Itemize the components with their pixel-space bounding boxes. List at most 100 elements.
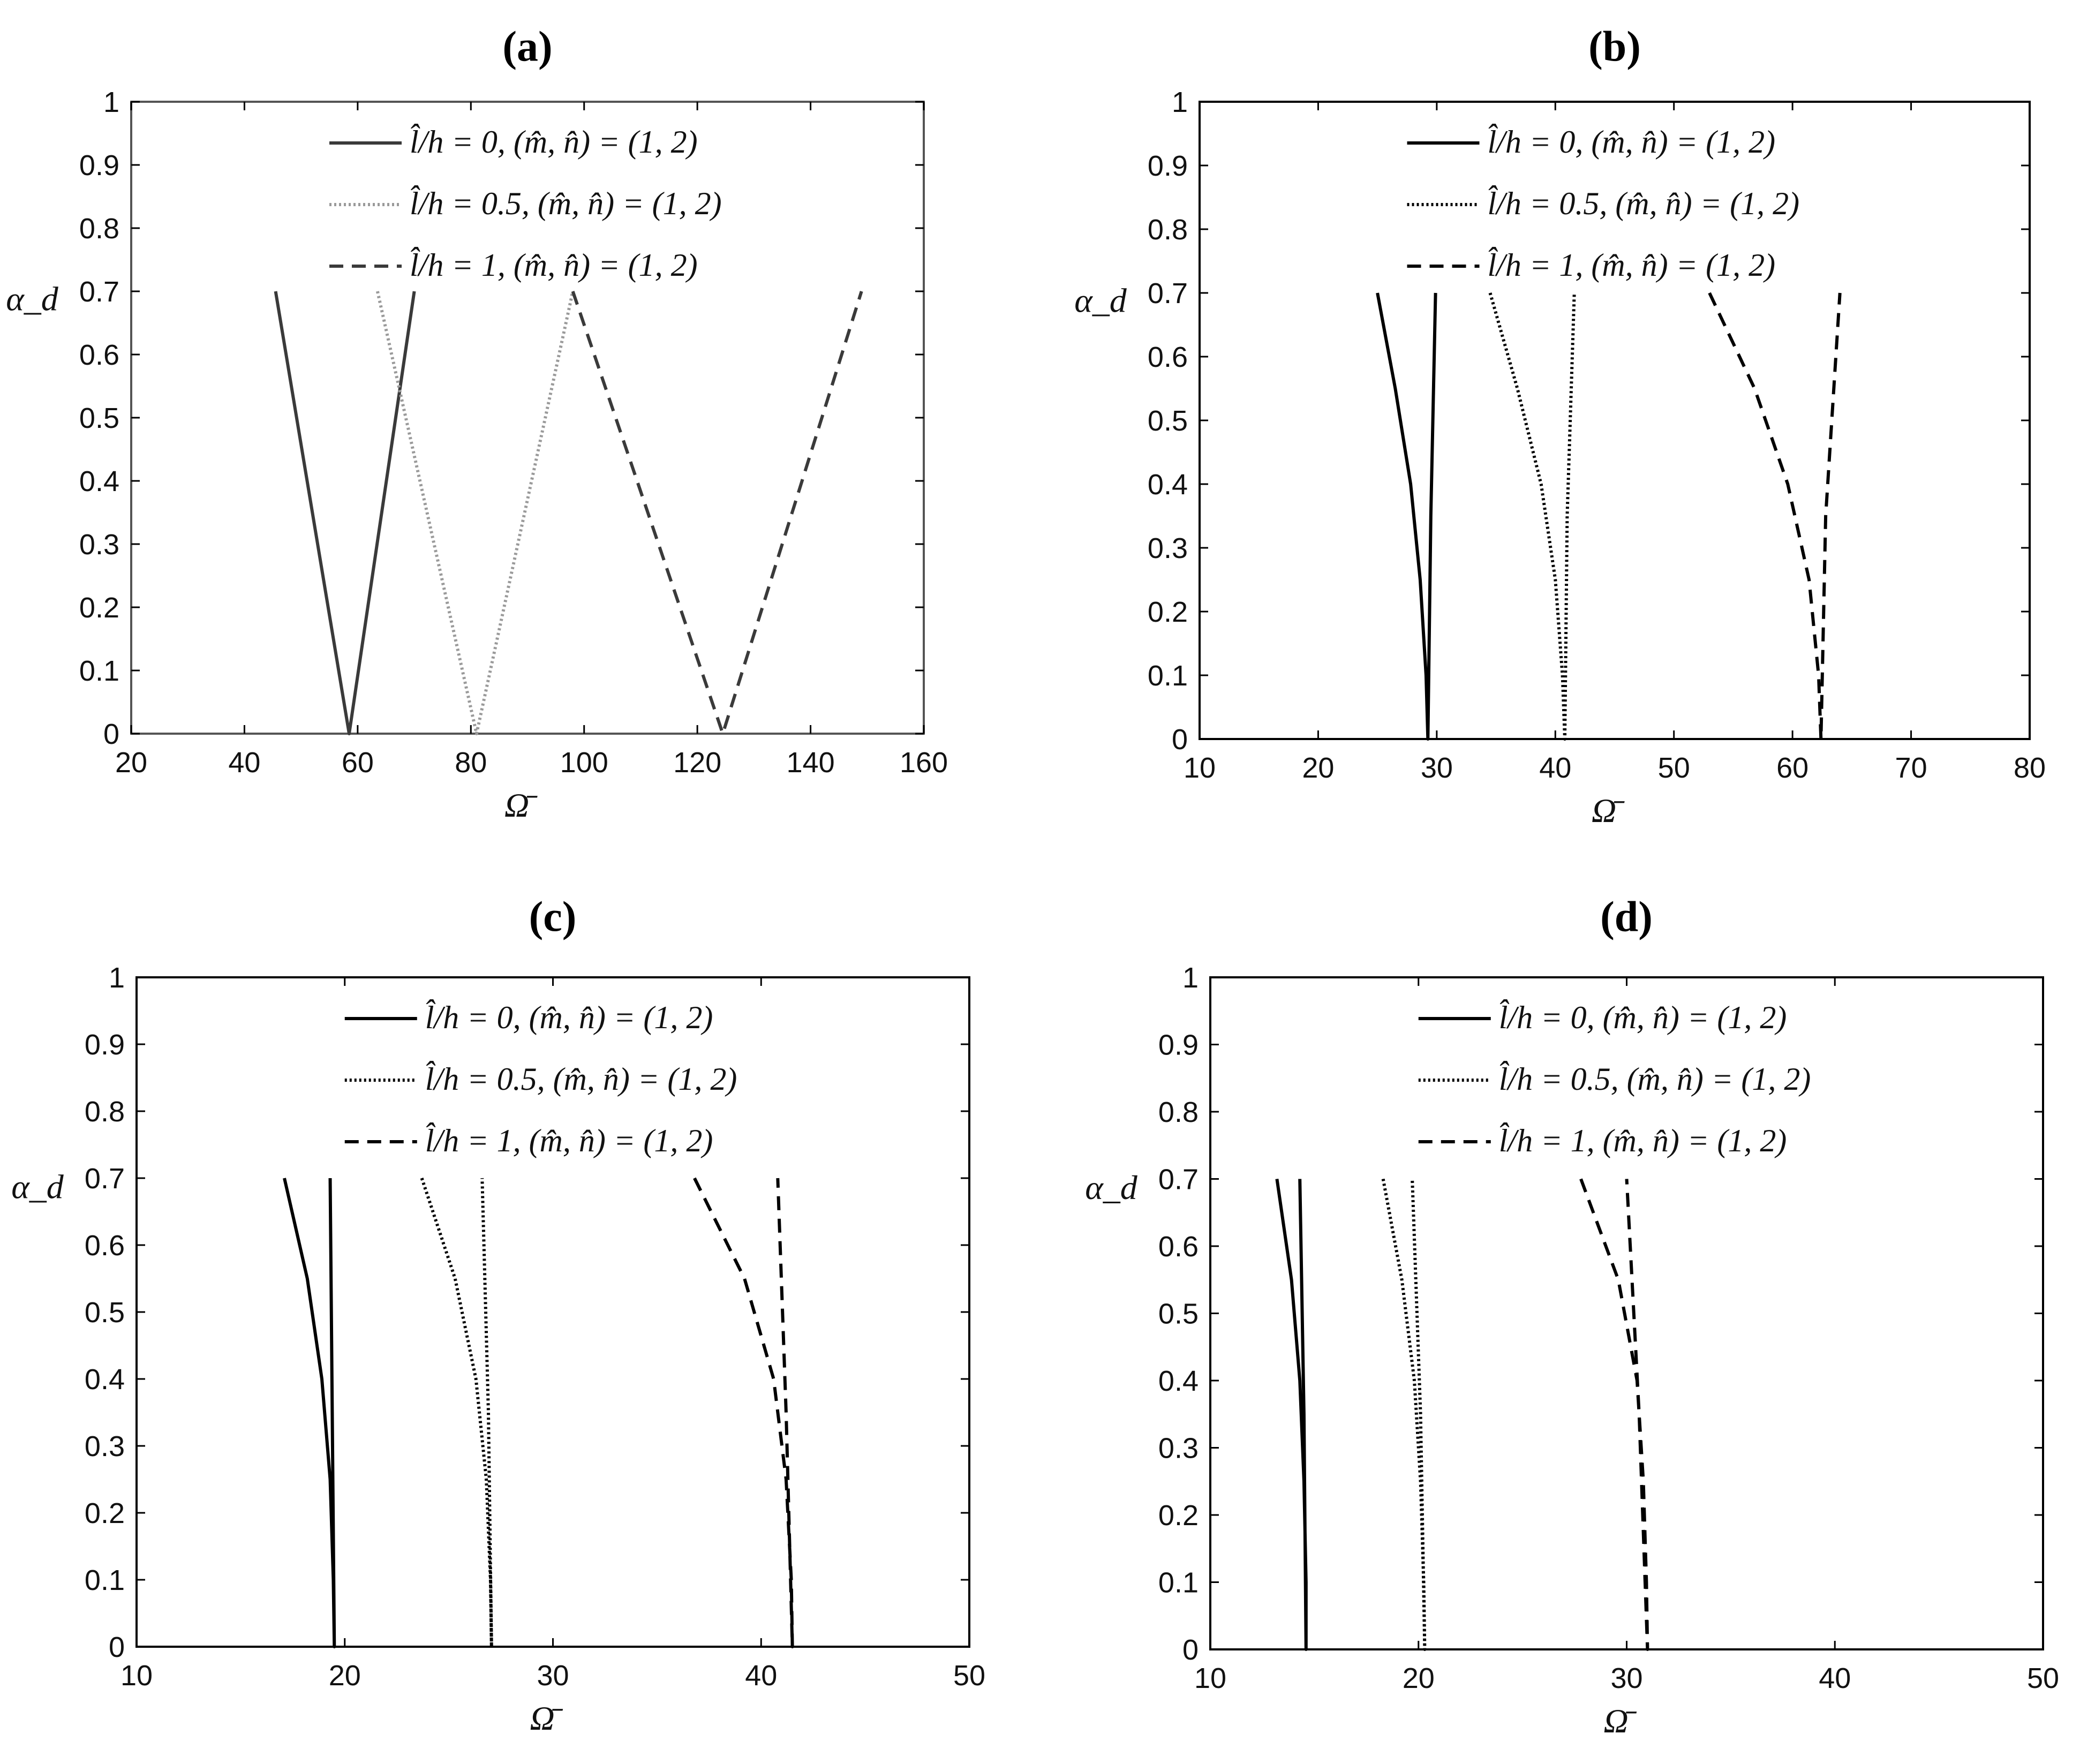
y-tick-label: 0.3	[79, 529, 119, 561]
y-tick-label: 0.2	[85, 1497, 125, 1529]
series-line-3	[1579, 1178, 1649, 1651]
y-tick-label: 0.7	[85, 1163, 125, 1195]
y-tick-label: 0	[103, 718, 119, 750]
y-tick-label: 0.3	[1158, 1433, 1199, 1465]
y-tick-label: 0.1	[1148, 660, 1188, 692]
chart-panel-a: (a) 20 40 60 80 100 120 140 160 0 0.1 0.2 0.3 0.4 0.5 0…	[6, 23, 948, 824]
y-tick-label: 0	[1172, 723, 1188, 756]
x-tick-label: 20	[1403, 1662, 1435, 1694]
y-tick-label: 0.4	[79, 465, 119, 497]
y-tick-label: 1	[1172, 86, 1188, 118]
x-tick-label: 30	[1610, 1662, 1642, 1694]
y-tick-label: 1	[1182, 962, 1199, 994]
x-tick-label: 10	[120, 1660, 153, 1692]
legend-entry-1: l̂/h = 0, (m̂, n̂) = (1, 2)	[425, 1000, 713, 1035]
x-tick-label: 160	[900, 747, 948, 779]
y-tick-label: 0.6	[79, 339, 119, 371]
legend-entry-2: l̂/h = 0.5, (m̂, n̂) = (1, 2)	[1488, 186, 1800, 221]
x-tick-label: 10	[1194, 1662, 1226, 1694]
y-tick-label: 0.6	[1148, 341, 1188, 373]
legend-entry-1: l̂/h = 0, (m̂, n̂) = (1, 2)	[1488, 124, 1776, 160]
legend-entry-3: l̂/h = 1, (m̂, n̂) = (1, 2)	[425, 1123, 713, 1158]
series-line-3	[693, 1177, 794, 1648]
y-axis-label: α_d	[1085, 1169, 1138, 1207]
x-tick-label: 60	[1776, 752, 1808, 784]
legend-entry-2: l̂/h = 0.5, (m̂, n̂) = (1, 2)	[410, 186, 722, 221]
x-tick-label: 20	[329, 1660, 361, 1692]
legend-entry-3: l̂/h = 1, (m̂, n̂) = (1, 2)	[1488, 247, 1776, 283]
x-tick-label: 40	[1539, 752, 1571, 784]
chart-panel-c: (c) 10 20 30 40 50 0 0.1 0.2 0.3 0.4 0.5 0.6 0.7 0.8 0.…	[11, 893, 985, 1737]
y-tick-label: 0.6	[85, 1230, 125, 1262]
y-tick-label: 0.4	[85, 1363, 125, 1396]
series-line-3	[571, 291, 863, 735]
y-tick-label: 0.9	[1148, 150, 1188, 182]
series-line-1	[1376, 292, 1437, 741]
y-tick-label: 0.1	[79, 655, 119, 687]
panel-label-b: (b)	[1588, 23, 1641, 70]
series-line-2	[1381, 1178, 1427, 1651]
x-tick-label: 70	[1895, 752, 1927, 784]
x-axis-label: Ω̄	[530, 1699, 563, 1737]
x-tick-label: 80	[455, 747, 487, 779]
y-tick-label: 0.7	[79, 276, 119, 308]
x-tick-label: 20	[115, 747, 147, 779]
x-tick-label: 40	[745, 1660, 777, 1692]
chart-panel-b: (b) 10 20 30 40 50 60 70 80 0 0.1 0.2 0.3 0.4 0.5 0.6 0.…	[1074, 23, 2046, 830]
y-tick-label: 0.8	[1158, 1096, 1199, 1128]
y-tick-label: 0.9	[79, 149, 119, 182]
x-tick-label: 10	[1184, 752, 1216, 784]
y-tick-label: 0.5	[85, 1296, 125, 1329]
x-tick-label: 30	[1421, 752, 1453, 784]
legend-entry-2: l̂/h = 0.5, (m̂, n̂) = (1, 2)	[425, 1061, 737, 1097]
x-tick-label: 30	[537, 1660, 569, 1692]
y-tick-label: 0.1	[1158, 1567, 1199, 1599]
legend-entry-2: l̂/h = 0.5, (m̂, n̂) = (1, 2)	[1499, 1061, 1811, 1097]
y-tick-label: 0.5	[1158, 1298, 1199, 1330]
x-tick-label: 40	[1819, 1662, 1851, 1694]
y-tick-label: 0.5	[1148, 405, 1188, 437]
y-tick-label: 0.8	[1148, 214, 1188, 246]
legend-entry-3: l̂/h = 1, (m̂, n̂) = (1, 2)	[410, 247, 698, 283]
y-tick-label: 0.7	[1158, 1164, 1199, 1196]
y-tick-label: 0.4	[1148, 469, 1188, 501]
panel-label-d: (d)	[1600, 893, 1653, 940]
x-tick-label: 60	[342, 747, 374, 779]
legend-entry-3: l̂/h = 1, (m̂, n̂) = (1, 2)	[1499, 1123, 1787, 1158]
y-tick-label: 0.2	[1148, 596, 1188, 628]
series-line-2	[420, 1178, 493, 1648]
y-tick-label: 0.4	[1158, 1365, 1199, 1397]
x-tick-label: 20	[1302, 752, 1334, 784]
series-line-2	[375, 291, 575, 735]
panel-label-c: (c)	[529, 893, 577, 940]
y-axis-label: α_d	[6, 280, 59, 318]
legend-entry-1: l̂/h = 0, (m̂, n̂) = (1, 2)	[410, 124, 698, 160]
x-tick-label: 40	[228, 747, 260, 779]
x-tick-label: 140	[787, 747, 835, 779]
x-axis-label: Ω̄	[1592, 791, 1625, 830]
legend-entry-1: l̂/h = 0, (m̂, n̂) = (1, 2)	[1499, 1000, 1787, 1035]
x-tick-label: 80	[2014, 752, 2046, 784]
series-line-1	[1275, 1179, 1308, 1651]
y-tick-label: 1	[103, 86, 119, 118]
x-tick-label: 100	[560, 747, 608, 779]
series-line-3	[1708, 292, 1842, 741]
y-tick-label: 0.9	[85, 1029, 125, 1061]
panel-label-a: (a)	[502, 23, 552, 70]
y-tick-label: 0.2	[79, 592, 119, 624]
chart-panel-d: (d) 10 20 30 40 50 0 0.1 0.2 0.3 0.4 0.5 0.6 0.7 0.8 0.…	[1085, 893, 2059, 1740]
y-tick-label: 0	[109, 1631, 125, 1663]
x-tick-label: 120	[673, 747, 721, 779]
x-tick-label: 50	[2027, 1662, 2059, 1694]
series-line-1	[283, 1178, 336, 1648]
y-axis-label: α_d	[11, 1168, 64, 1206]
y-tick-label: 0.3	[1148, 532, 1188, 564]
y-axis-label: α_d	[1074, 282, 1127, 320]
y-tick-label: 0.8	[85, 1096, 125, 1128]
series-line-1	[274, 291, 416, 735]
y-tick-label: 0.5	[79, 402, 119, 434]
y-tick-label: 0.3	[85, 1430, 125, 1463]
y-tick-label: 0.2	[1158, 1499, 1199, 1532]
x-axis-label: Ω̄	[1603, 1702, 1637, 1740]
